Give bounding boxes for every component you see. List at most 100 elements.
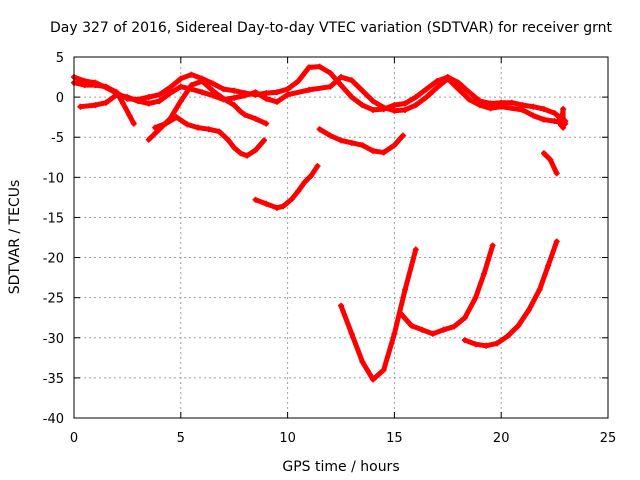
data-point: [444, 75, 451, 82]
data-point: [167, 84, 174, 91]
data-point: [209, 80, 216, 87]
data-point: [284, 91, 291, 98]
data-point: [188, 82, 195, 89]
data-point: [553, 170, 560, 177]
data-point: [327, 83, 334, 90]
data-point: [402, 106, 409, 113]
data-point: [487, 105, 494, 112]
data-point: [380, 104, 387, 111]
data-point: [120, 100, 127, 107]
series-line-1: [71, 64, 568, 124]
data-point: [338, 302, 344, 309]
data-point: [412, 94, 419, 101]
data-point: [493, 340, 500, 347]
data-point: [423, 86, 430, 93]
data-point: [231, 94, 238, 101]
data-point: [241, 111, 248, 118]
data-point: [515, 322, 522, 329]
data-point: [314, 163, 321, 170]
series-line-10: [462, 239, 560, 349]
data-point: [547, 156, 554, 163]
data-point: [540, 106, 547, 113]
data-point: [359, 102, 366, 109]
data-point: [455, 79, 462, 86]
data-point: [391, 102, 398, 109]
data-point: [402, 286, 409, 293]
data-point: [92, 82, 99, 89]
data-point: [92, 102, 99, 109]
data-point: [145, 100, 152, 107]
data-point: [338, 137, 344, 144]
data-point: [263, 120, 270, 127]
data-point: [244, 152, 251, 159]
data-point: [273, 89, 280, 96]
data-point: [472, 341, 479, 348]
data-point: [560, 124, 567, 131]
data-point: [199, 89, 206, 96]
data-point: [466, 96, 473, 103]
data-point: [399, 132, 406, 139]
data-point: [370, 147, 377, 154]
x-axis-label: GPS time / hours: [282, 459, 399, 475]
data-point: [359, 358, 366, 365]
data-point: [555, 114, 562, 121]
data-point: [455, 86, 462, 93]
data-point: [231, 144, 238, 151]
data-point: [391, 330, 398, 337]
data-point: [508, 99, 515, 106]
data-point: [419, 326, 426, 333]
data-point: [519, 106, 526, 113]
data-point: [103, 83, 110, 90]
data-point: [162, 120, 169, 127]
y-tick-label: -35: [43, 372, 64, 387]
data-point: [241, 92, 248, 99]
data-point: [231, 102, 238, 109]
y-tick-label: -20: [43, 252, 64, 267]
data-point: [481, 270, 488, 277]
chart-title: Day 327 of 2016, Sidereal Day-to-day VTE…: [50, 20, 612, 36]
x-tick-label: 10: [279, 431, 296, 446]
y-tick-label: 5: [56, 51, 64, 66]
data-point: [530, 112, 537, 119]
data-point: [551, 118, 558, 125]
data-point: [380, 366, 387, 373]
data-point: [237, 150, 244, 157]
data-point: [434, 78, 441, 85]
data-point: [348, 330, 355, 337]
data-point: [402, 100, 409, 107]
data-point: [295, 78, 302, 85]
series-line-11: [541, 150, 560, 176]
data-point: [327, 132, 334, 139]
data-point: [130, 120, 137, 127]
data-point: [305, 64, 312, 71]
x-tick-label: 5: [177, 431, 185, 446]
series-line-12: [556, 106, 566, 131]
data-point: [536, 286, 543, 293]
data-point: [397, 310, 404, 317]
data-point: [194, 124, 201, 131]
data-point: [301, 179, 308, 186]
data-point: [261, 137, 268, 144]
data-point: [553, 238, 560, 245]
data-point: [252, 196, 259, 203]
data-point: [145, 136, 152, 143]
y-tick-label: -30: [43, 332, 64, 347]
data-point: [113, 89, 120, 96]
series-line-7: [317, 126, 406, 155]
data-point: [498, 103, 505, 110]
data-point: [370, 98, 377, 105]
series-line-6: [253, 163, 320, 211]
data-point: [412, 102, 419, 109]
data-point: [540, 116, 547, 123]
data-point: [440, 326, 447, 333]
data-point: [252, 89, 259, 96]
data-point: [316, 126, 323, 133]
data-point: [359, 87, 366, 94]
y-tick-label: -5: [51, 131, 64, 146]
data-point: [525, 306, 532, 313]
data-point: [461, 314, 468, 321]
data-point: [199, 78, 206, 85]
data-point: [530, 103, 537, 110]
data-point: [461, 337, 468, 344]
data-point: [284, 86, 291, 93]
